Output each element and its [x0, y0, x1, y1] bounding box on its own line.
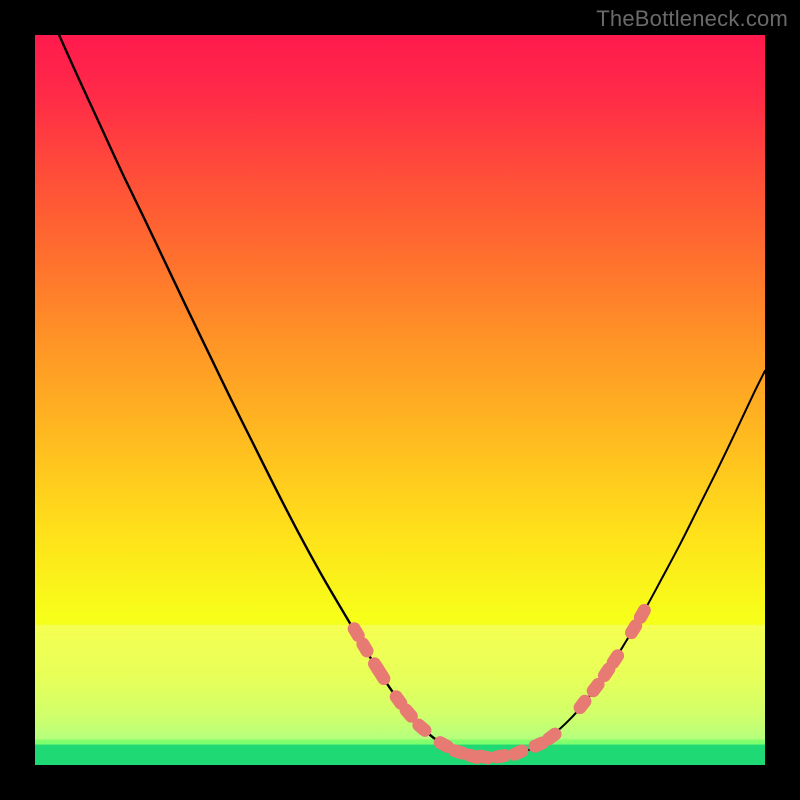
pale-yellow-band: [35, 625, 765, 740]
bottleneck-chart: [0, 0, 800, 800]
watermark-text: TheBottleneck.com: [596, 6, 788, 32]
green-floor-strip: [35, 745, 765, 765]
plot-area: [35, 35, 765, 765]
